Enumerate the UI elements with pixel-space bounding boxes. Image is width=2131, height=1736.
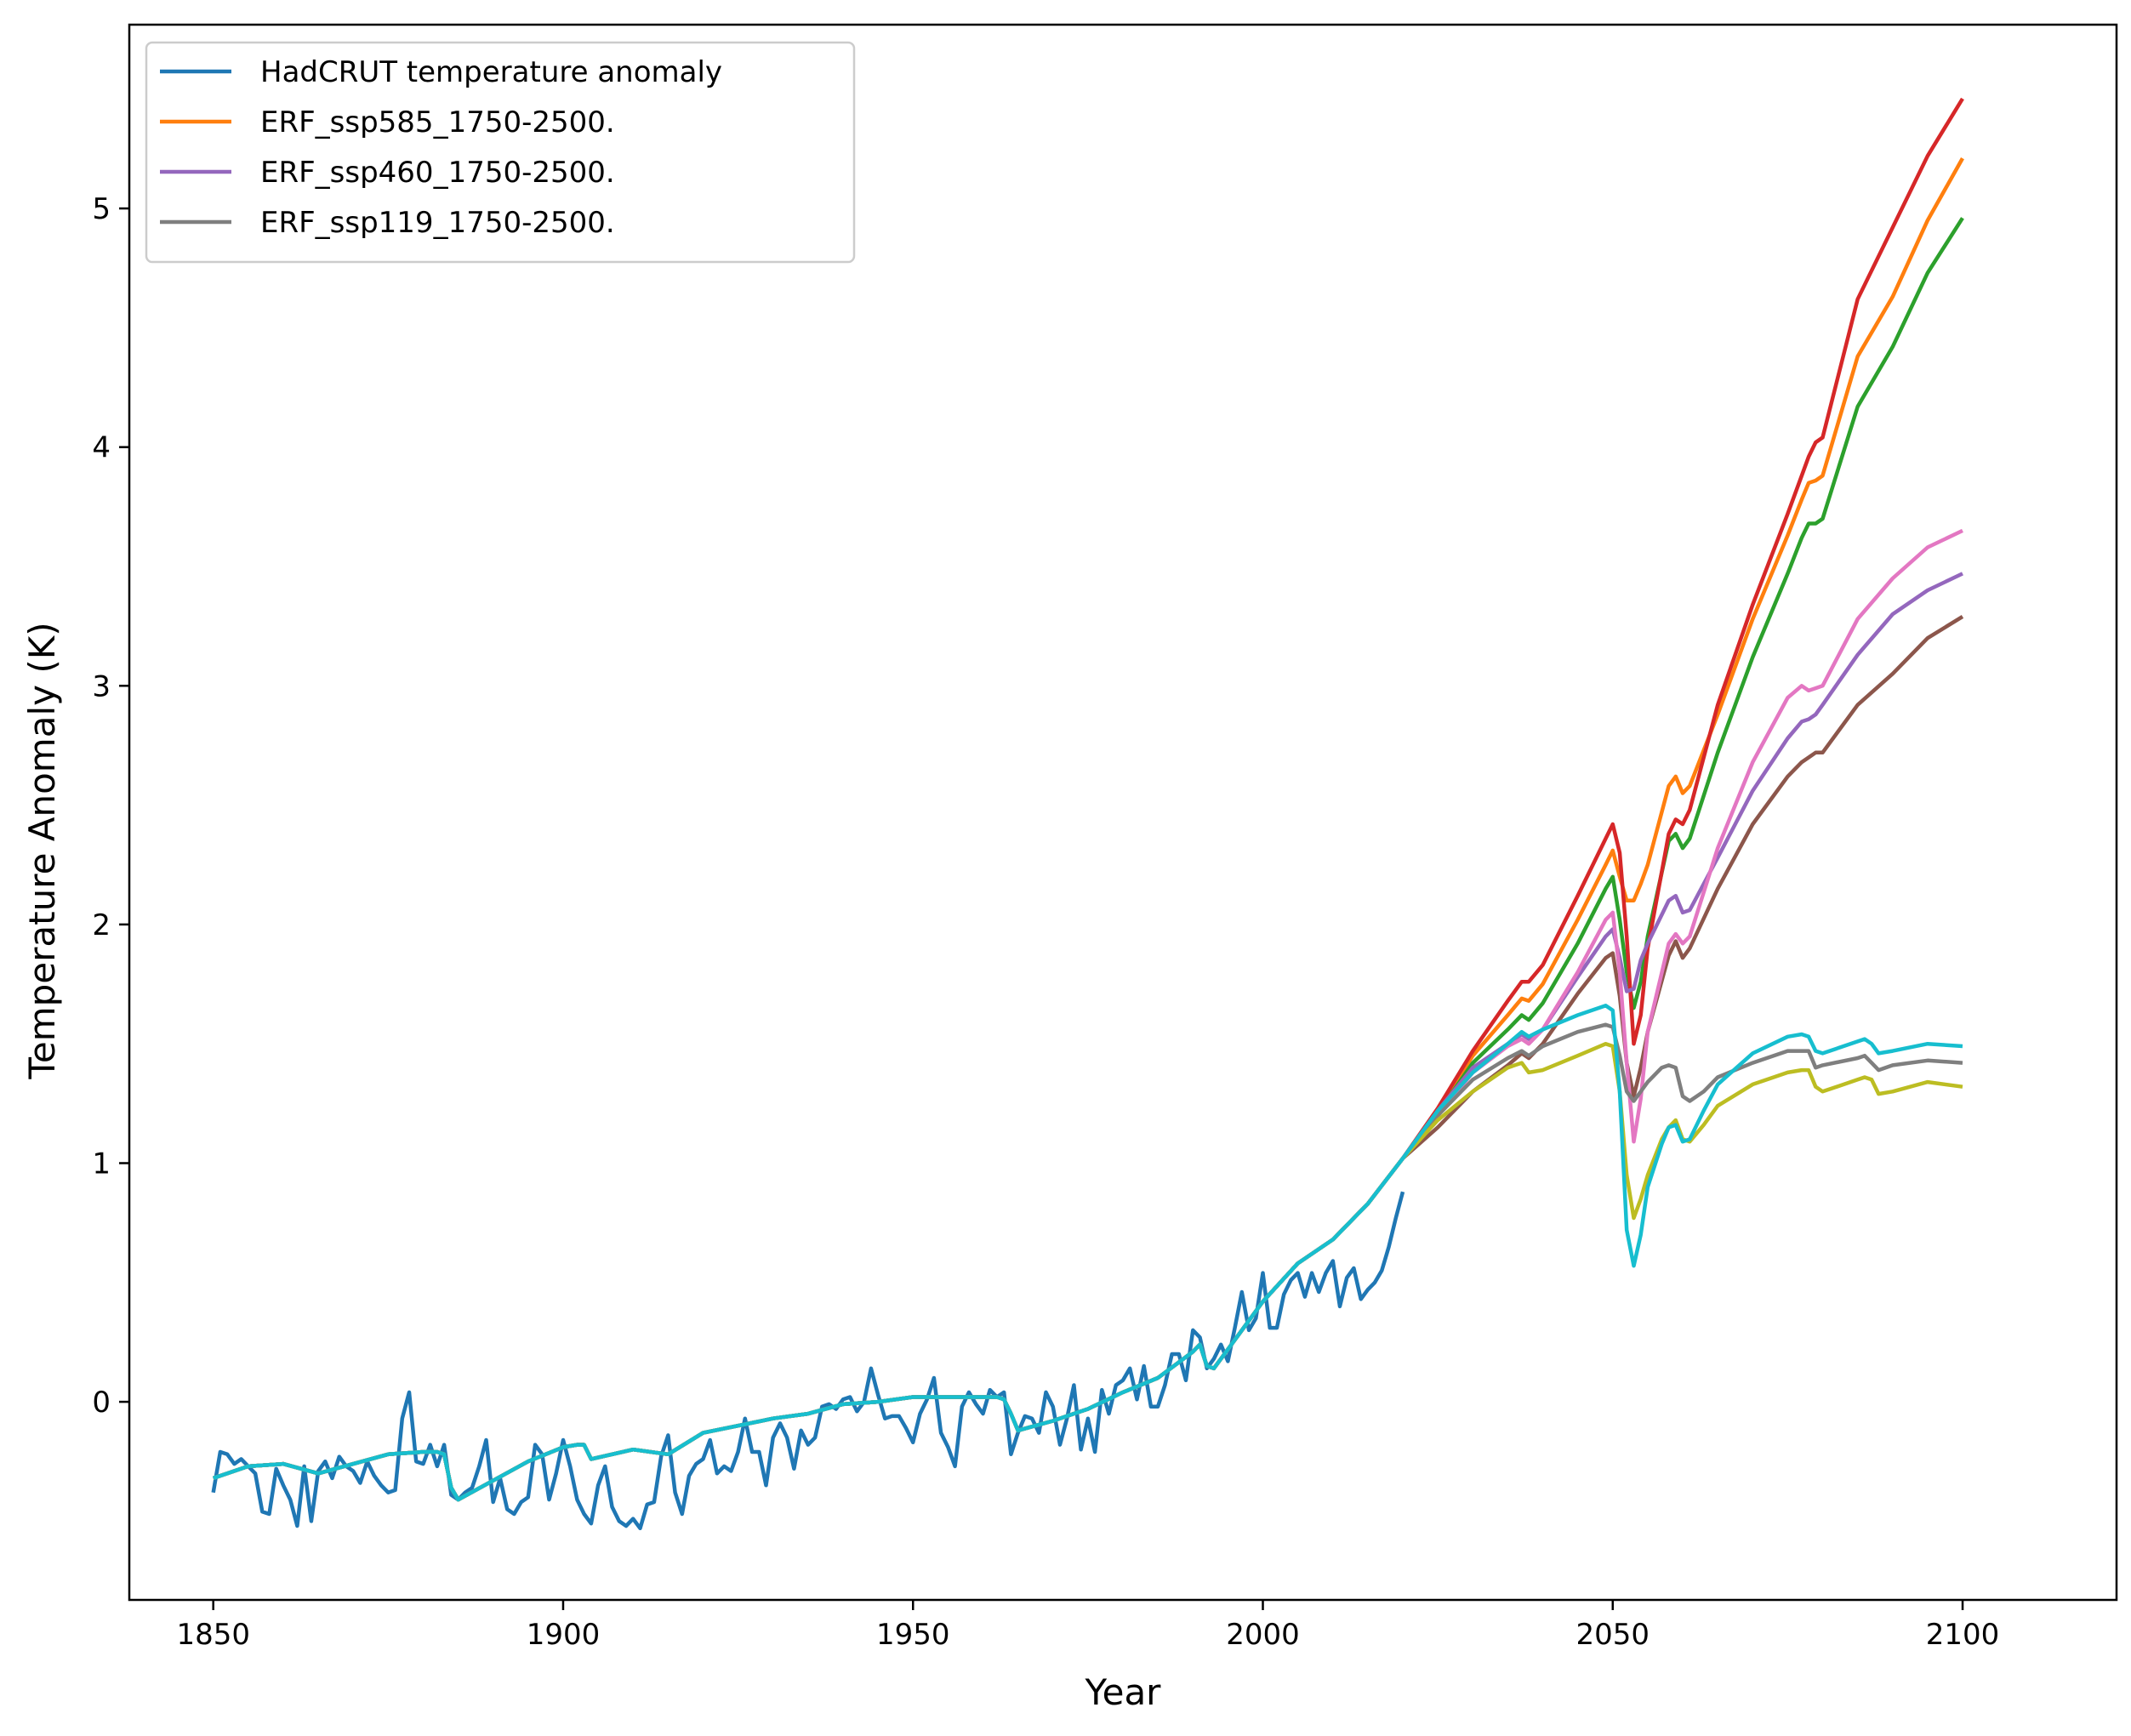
x-tick-label: 2100 — [1926, 1618, 2000, 1652]
series-line-9 — [212, 1004, 1963, 1502]
y-tick-label: 1 — [92, 1147, 111, 1181]
x-tick-label: 1950 — [876, 1618, 950, 1652]
legend-label: HadCRUT temperature anomaly — [260, 55, 722, 89]
y-tick-label: 4 — [92, 431, 111, 465]
legend-label: ERF_ssp585_1750-2500. — [260, 105, 615, 139]
x-tick-label: 1850 — [176, 1618, 250, 1652]
legend-label: ERF_ssp119_1750-2500. — [260, 206, 615, 240]
plot-lines — [211, 97, 1964, 1531]
y-tick-label: 3 — [92, 669, 111, 703]
y-tick-label: 2 — [92, 908, 111, 942]
y-tick-label: 5 — [92, 192, 111, 226]
y-axis-label: Temperature Anomaly (K) — [21, 622, 63, 1079]
x-tick-label: 2000 — [1226, 1618, 1300, 1652]
x-tick-label: 2050 — [1576, 1618, 1650, 1652]
x-tick-label: 1900 — [527, 1618, 601, 1652]
legend-label: ERF_ssp460_1750-2500. — [260, 156, 615, 190]
plot-frame — [128, 23, 2118, 1602]
y-tick-label: 0 — [92, 1386, 111, 1420]
x-axis-ticks: 1850 1900 1950 2000 2050 2100 — [176, 1600, 1999, 1652]
legend: HadCRUT temperature anomaly ERF_ssp585_17… — [145, 41, 856, 264]
x-axis-label: Year — [1085, 1671, 1162, 1713]
y-axis-ticks: 0 1 2 3 4 5 — [92, 192, 129, 1420]
legend-box — [145, 41, 856, 264]
